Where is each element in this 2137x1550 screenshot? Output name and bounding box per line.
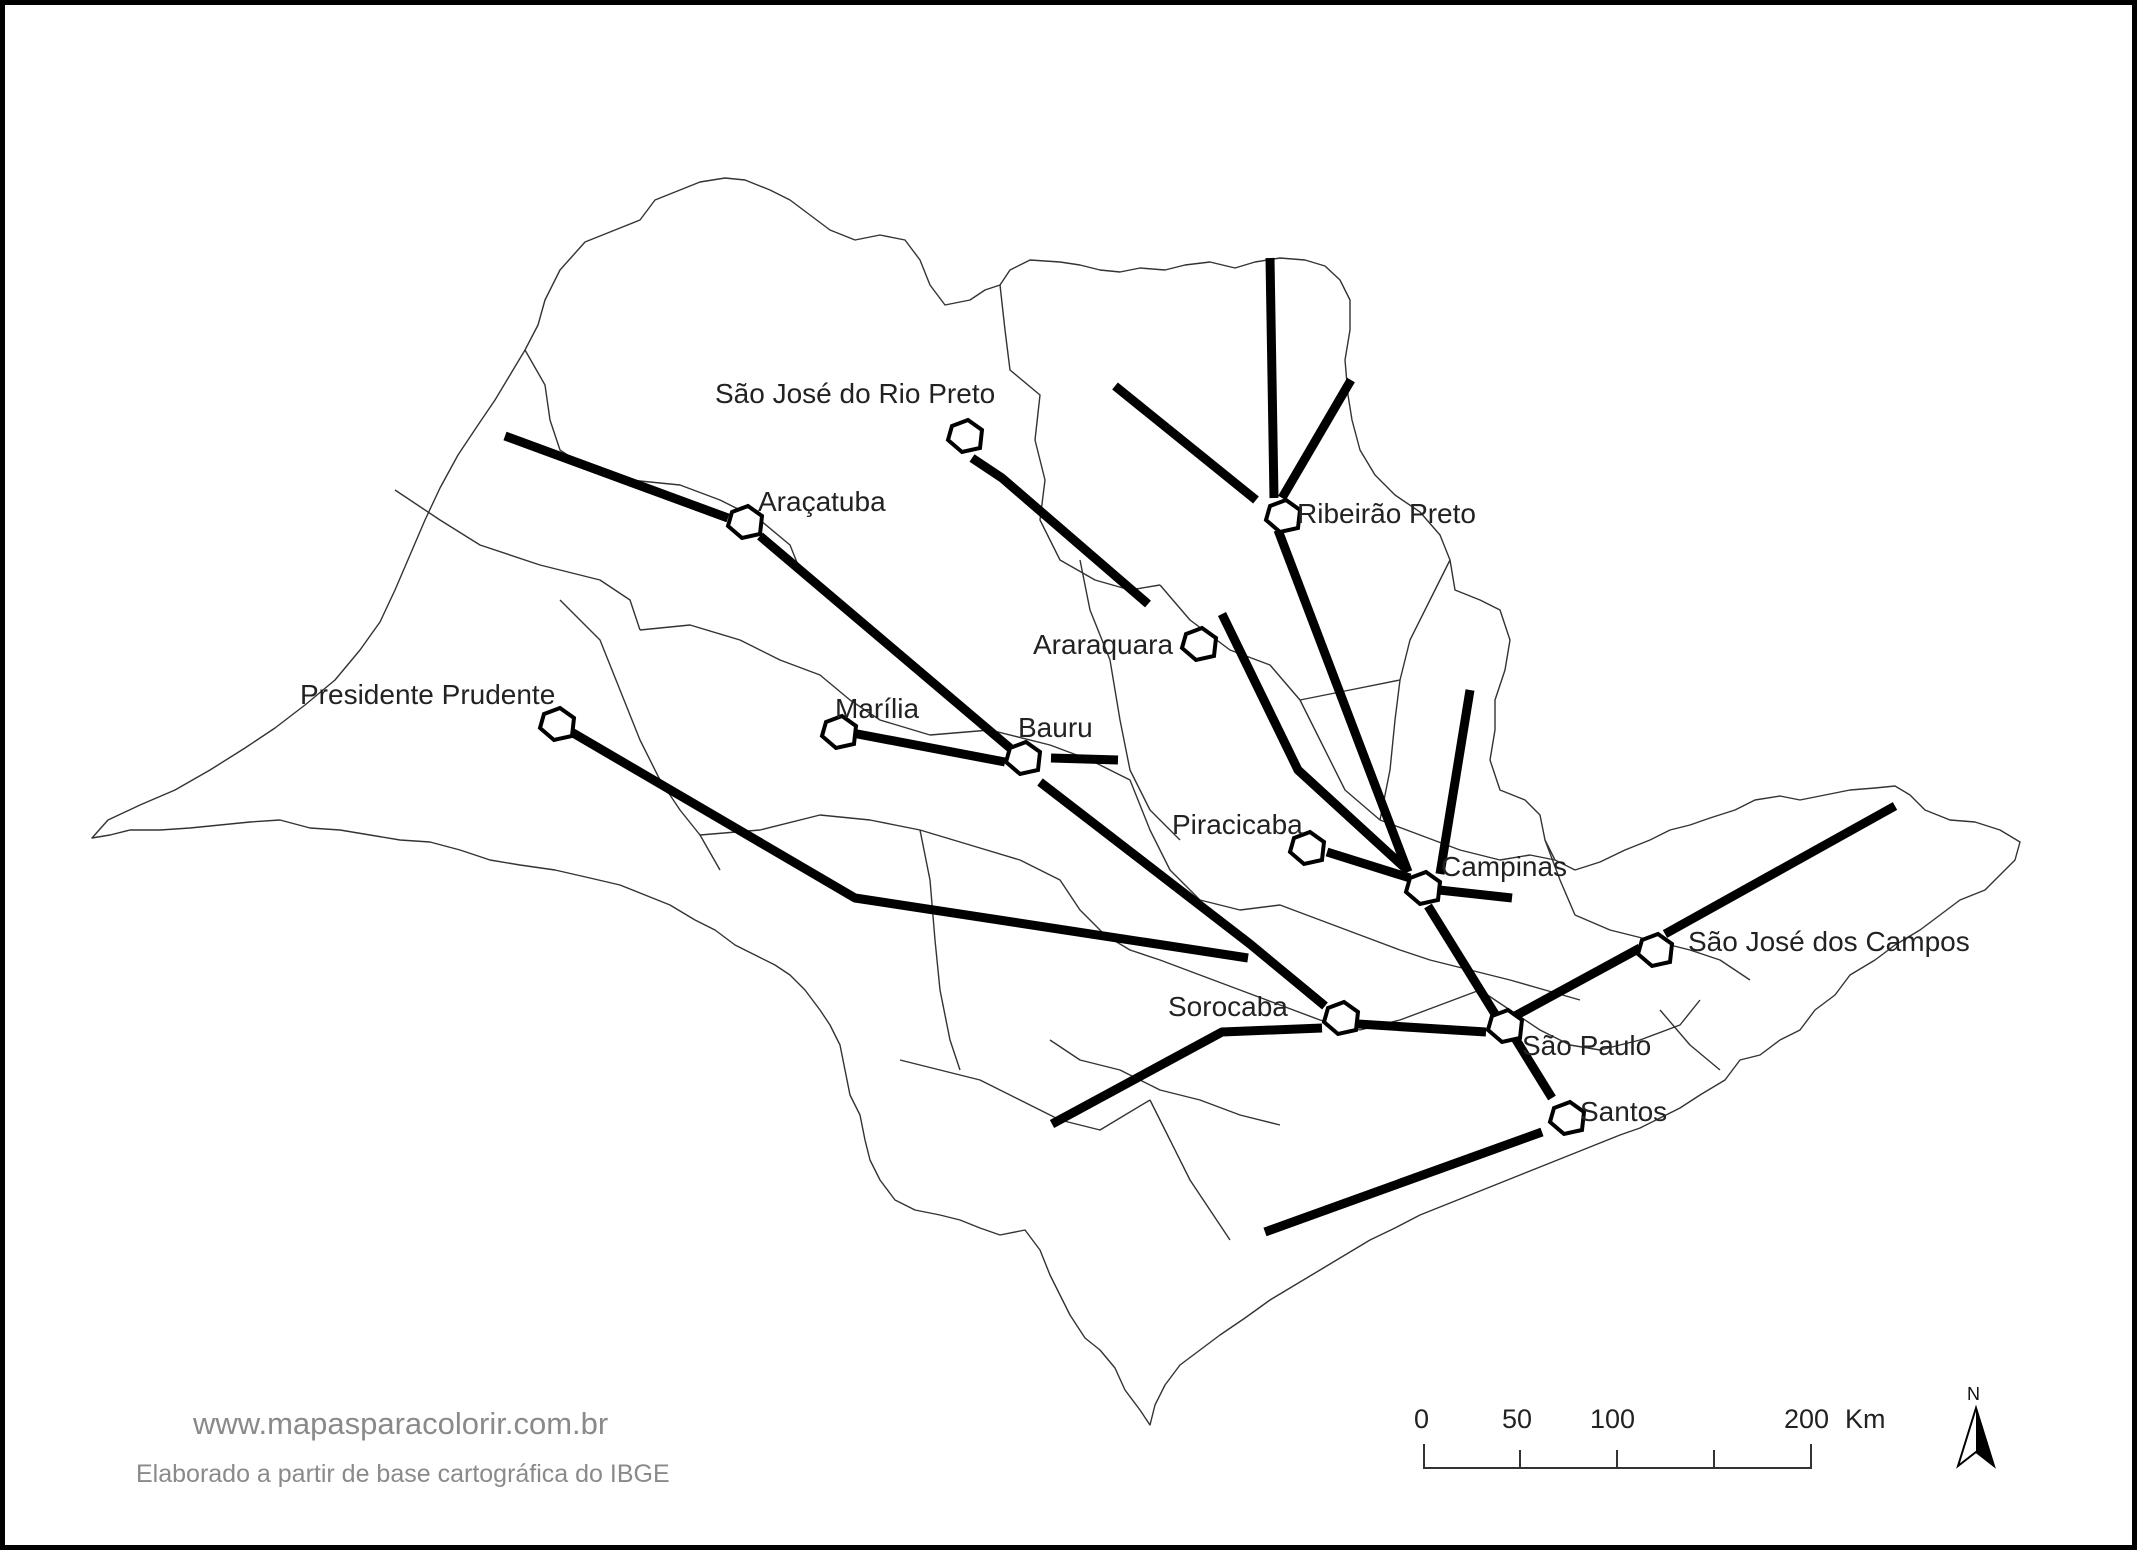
scale-unit: Km [1845, 1404, 1886, 1434]
city-marker[interactable] [1321, 999, 1361, 1037]
website-credit: www.mapasparacolorir.com.br [192, 1406, 608, 1441]
city-label-araraquara: Araraquara [1033, 629, 1174, 660]
city-marker[interactable] [1403, 869, 1443, 907]
city-marker[interactable] [1003, 739, 1043, 777]
city-marker[interactable] [819, 713, 859, 751]
city-marker[interactable] [1635, 931, 1675, 969]
source-credit: Elaborado a partir de base cartográfica … [136, 1460, 670, 1488]
city-label-aracatuba: Araçatuba [758, 486, 886, 517]
credits: www.mapasparacolorir.com.br Elaborado a … [136, 1406, 670, 1488]
city-marker[interactable] [1263, 497, 1303, 535]
city-label-sao-paulo: São Paulo [1522, 1030, 1651, 1061]
city-labels: São José do Rio Preto Araçatuba Ribeirão… [300, 378, 1970, 1127]
city-marker[interactable] [725, 503, 765, 541]
city-marker[interactable] [1485, 1007, 1525, 1045]
city-marker[interactable] [1179, 625, 1219, 663]
scale-label-0: 0 [1414, 1404, 1429, 1434]
city-label-sorocaba: Sorocaba [1168, 991, 1288, 1022]
scale-label-200: 200 [1784, 1404, 1829, 1434]
city-label-presidente-prudente: Presidente Prudente [300, 679, 555, 710]
city-label-campinas: Campinas [1441, 851, 1567, 882]
scale-label-50: 50 [1502, 1404, 1532, 1434]
state-outline [91, 177, 2021, 1426]
city-label-ribeirao-preto: Ribeirão Preto [1297, 498, 1476, 529]
north-label: N [1967, 1384, 1980, 1404]
city-label-marilia: Marília [835, 693, 919, 724]
highways [503, 257, 1898, 1237]
scale-bar: 0 50 100 200 Km [1414, 1404, 1886, 1469]
city-label-sao-jose-dos-campos: São José dos Campos [1688, 926, 1970, 957]
city-marker[interactable] [1547, 1099, 1587, 1137]
city-marker[interactable] [945, 417, 985, 455]
city-label-sao-jose-do-rio-preto: São José do Rio Preto [715, 378, 995, 409]
city-label-bauru: Bauru [1018, 712, 1093, 743]
city-marker[interactable] [537, 705, 577, 743]
city-marker[interactable] [1287, 829, 1327, 867]
city-label-piracicaba: Piracicaba [1172, 809, 1303, 840]
map-canvas: São José do Rio Preto Araçatuba Ribeirão… [91, 177, 2021, 1488]
scale-label-100: 100 [1590, 1404, 1635, 1434]
city-markers [537, 417, 1675, 1137]
city-label-santos: Santos [1580, 1096, 1667, 1127]
north-arrow: N [1956, 1384, 1996, 1469]
